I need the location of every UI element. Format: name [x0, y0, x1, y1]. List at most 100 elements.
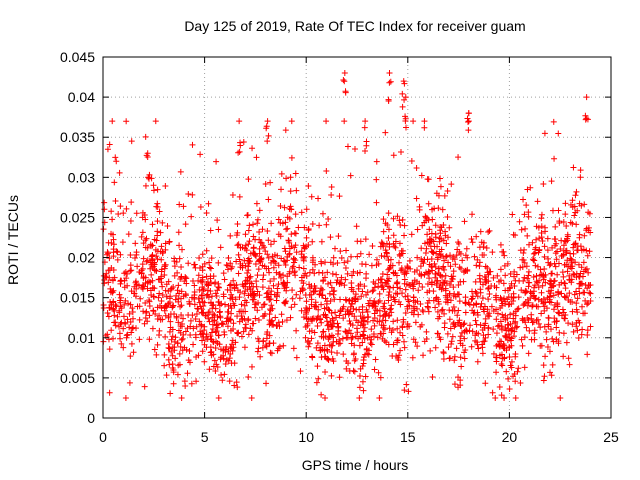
- data-point: [116, 323, 123, 330]
- data-point: [446, 355, 453, 362]
- data-point: [224, 315, 231, 322]
- data-point: [281, 204, 288, 211]
- data-point: [301, 224, 308, 231]
- y-tick-label: 0.035: [60, 129, 95, 145]
- data-point: [416, 280, 423, 287]
- data-point: [245, 241, 252, 248]
- data-point: [104, 146, 111, 153]
- data-point: [265, 254, 272, 261]
- data-point: [165, 313, 172, 320]
- data-point: [207, 265, 214, 272]
- data-point: [493, 296, 500, 303]
- data-point: [147, 241, 154, 248]
- data-point: [207, 287, 214, 294]
- data-point: [322, 312, 329, 319]
- data-point: [488, 303, 495, 310]
- data-point: [146, 302, 153, 309]
- data-point: [176, 361, 183, 368]
- data-point: [555, 288, 562, 295]
- data-point: [234, 220, 241, 227]
- data-point: [154, 228, 161, 235]
- data-point: [416, 270, 423, 277]
- data-point: [298, 209, 305, 216]
- data-point: [516, 277, 523, 284]
- data-point: [420, 308, 427, 315]
- data-point: [169, 352, 176, 359]
- data-point: [308, 283, 315, 290]
- data-point: [104, 309, 111, 316]
- data-point: [541, 266, 548, 273]
- data-point: [318, 260, 325, 267]
- data-point: [425, 176, 432, 183]
- data-point: [462, 309, 469, 316]
- data-point: [376, 290, 383, 297]
- data-point: [521, 364, 528, 371]
- data-point: [504, 287, 511, 294]
- data-point: [329, 270, 336, 277]
- data-point: [174, 340, 181, 347]
- data-point: [136, 303, 143, 310]
- data-point: [292, 272, 299, 279]
- data-point: [431, 260, 438, 267]
- data-point: [381, 300, 388, 307]
- data-point: [559, 269, 566, 276]
- data-point: [481, 338, 488, 345]
- data-point: [331, 287, 338, 294]
- data-point: [192, 264, 199, 271]
- data-point: [149, 251, 156, 258]
- data-point: [486, 268, 493, 275]
- data-point: [584, 252, 591, 259]
- data-point: [264, 138, 271, 145]
- data-point: [159, 291, 166, 298]
- data-point: [461, 355, 468, 362]
- data-point: [434, 330, 441, 337]
- data-point: [339, 335, 346, 342]
- data-point: [343, 329, 350, 336]
- data-point: [574, 207, 581, 214]
- data-point: [474, 293, 481, 300]
- data-point: [437, 175, 444, 182]
- data-point: [571, 203, 578, 210]
- data-point: [178, 273, 185, 280]
- data-point: [525, 283, 532, 290]
- data-point: [161, 265, 168, 272]
- data-point: [362, 118, 369, 125]
- data-point: [423, 217, 430, 224]
- data-point: [313, 379, 320, 386]
- data-point: [197, 203, 204, 210]
- data-point: [397, 329, 404, 336]
- data-point: [195, 306, 202, 313]
- data-point: [363, 291, 370, 298]
- data-point: [255, 299, 262, 306]
- data-point: [148, 271, 155, 278]
- data-point: [432, 231, 439, 238]
- data-point: [581, 310, 588, 317]
- data-point: [329, 342, 336, 349]
- data-point: [210, 301, 217, 308]
- data-point: [508, 294, 515, 301]
- data-point: [560, 242, 567, 249]
- data-point: [142, 182, 149, 189]
- data-point: [534, 316, 541, 323]
- data-point: [105, 239, 112, 246]
- data-point: [159, 250, 166, 257]
- data-point: [288, 118, 295, 125]
- data-point: [303, 273, 310, 280]
- data-point: [110, 246, 117, 253]
- data-point: [119, 239, 126, 246]
- data-point: [310, 315, 317, 322]
- data-point: [410, 118, 417, 125]
- data-point: [176, 255, 183, 262]
- data-point: [359, 303, 366, 310]
- data-point: [273, 322, 280, 329]
- data-point: [371, 284, 378, 291]
- data-point: [109, 118, 116, 125]
- data-point: [127, 319, 134, 326]
- data-point: [199, 251, 206, 258]
- data-point: [298, 251, 305, 258]
- data-point: [394, 213, 401, 220]
- data-point: [214, 217, 221, 224]
- data-point: [191, 282, 198, 289]
- data-point: [380, 322, 387, 329]
- data-point: [518, 226, 525, 233]
